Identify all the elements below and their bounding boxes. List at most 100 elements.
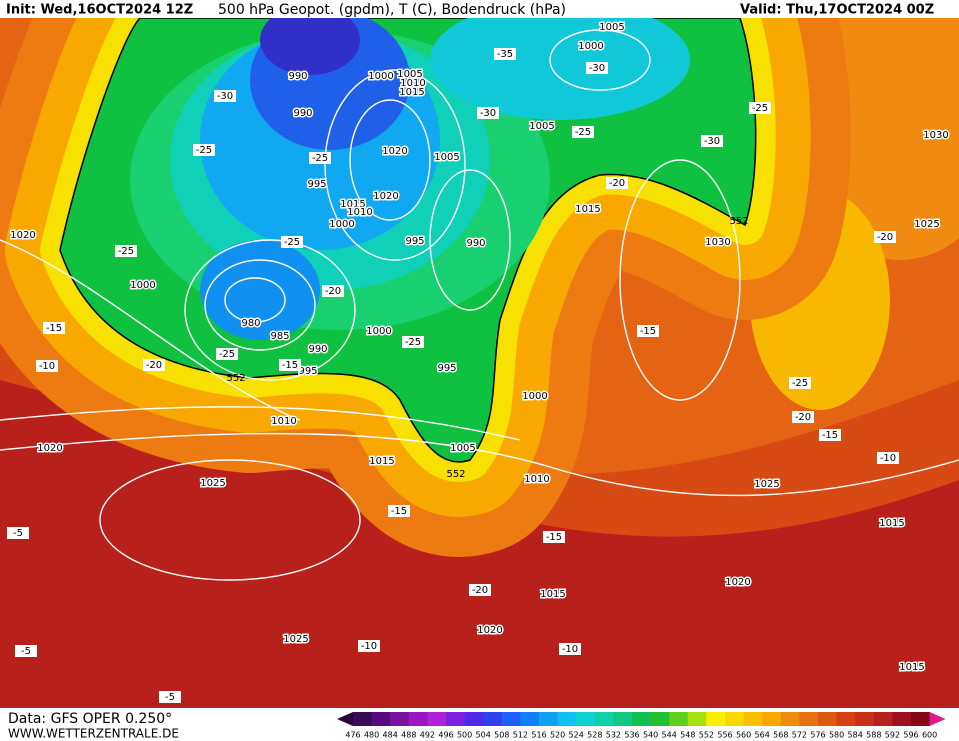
colorbar-label: 504: [476, 731, 491, 740]
isobar-label: 1005: [450, 443, 475, 454]
isobar-label: 1000: [368, 71, 393, 82]
colorbar-segment: [836, 712, 856, 726]
colorbar-arrow: [929, 712, 946, 726]
label-box: [281, 236, 303, 248]
colorbar-label: 544: [662, 731, 677, 740]
temperature-label: -10: [880, 453, 896, 464]
isobar-label: 995: [437, 363, 456, 374]
label-box: [43, 322, 65, 334]
isobar-label: 1000: [522, 391, 547, 402]
isobar-label: 1010: [271, 416, 296, 427]
temperature-label: -25: [405, 337, 421, 348]
colorbar-label: 576: [810, 731, 825, 740]
colorbar-segment: [632, 712, 652, 726]
colorbar-segment: [892, 712, 912, 726]
colorbar-label: 516: [531, 731, 546, 740]
temperature-label: -10: [562, 644, 578, 655]
colorbar-segment: [594, 712, 614, 726]
temperature-label: -30: [480, 108, 496, 119]
colorbar-segment: [669, 712, 689, 726]
colorbar-label: 528: [587, 731, 602, 740]
isobar-label: 1000: [130, 280, 155, 291]
colorbar-segment: [557, 712, 577, 726]
temperature-label: -25: [792, 378, 808, 389]
isobar-label: 1015: [575, 204, 600, 215]
label-box: [572, 126, 594, 138]
isobar-label: 1010: [400, 78, 425, 89]
colorbar-segment: [650, 712, 670, 726]
temperature-label: -5: [165, 692, 175, 703]
colorbar-segment: [706, 712, 726, 726]
label-box: [7, 527, 29, 539]
isobar-label: 1000: [329, 219, 354, 230]
isobar-label: 1000: [578, 41, 603, 52]
colorbar-segment: [390, 712, 410, 726]
temperature-label: -30: [589, 63, 605, 74]
temperature-label: -25: [312, 153, 328, 164]
temperature-label: -25: [219, 349, 235, 360]
isobar-label: 1015: [899, 662, 924, 673]
colorbar-label: 488: [401, 731, 416, 740]
label-box: [36, 360, 58, 372]
colorbar-segment: [780, 712, 800, 726]
colorbar-segment: [762, 712, 782, 726]
colorbar-label: 560: [736, 731, 751, 740]
colorbar-label: 588: [866, 731, 881, 740]
colorbar-label: 536: [624, 731, 639, 740]
colorbar-segment: [873, 712, 893, 726]
colorbar-segment: [408, 712, 428, 726]
valid-time: Valid: Thu,17OCT2024 00Z: [740, 3, 934, 18]
temperature-label: -20: [877, 232, 893, 243]
colorbar-segment: [539, 712, 559, 726]
temperature-label: -25: [196, 145, 212, 156]
map-title: 500 hPa Geopot. (gpdm), T (C), Bodendruc…: [218, 2, 566, 18]
isobar-label: 1015: [540, 589, 565, 600]
colorbar-segment: [799, 712, 819, 726]
temperature-label: -20: [795, 412, 811, 423]
isobar-label: 1005: [599, 22, 624, 33]
isobar-label: 990: [466, 238, 485, 249]
colorbar-segment: [855, 712, 875, 726]
colorbar-label: 584: [848, 731, 863, 740]
colorbar-segment: [353, 712, 373, 726]
init-time: Init: Wed,16OCT2024 12Z: [6, 3, 193, 18]
label-box: [469, 584, 491, 596]
isobar-label: 990: [293, 108, 312, 119]
colorbar-segment: [446, 712, 466, 726]
temperature-label: -20: [325, 286, 341, 297]
isobar-label: 990: [288, 71, 307, 82]
isobar-label: 1025: [283, 634, 308, 645]
temperature-label: -25: [284, 237, 300, 248]
colorbar-label: 600: [922, 731, 937, 740]
label-box: [402, 336, 424, 348]
label-box: [792, 411, 814, 423]
isobar-label: 1005: [434, 152, 459, 163]
temperature-label: -20: [146, 360, 162, 371]
colorbar-label: 532: [606, 731, 621, 740]
temperature-label: -15: [46, 323, 62, 334]
colorbar-label: 492: [420, 731, 435, 740]
colorbar-segment: [576, 712, 596, 726]
label-box: [322, 285, 344, 297]
colorbar-label: 556: [717, 731, 732, 740]
colorbar-segment: [613, 712, 633, 726]
colorbar-label: 568: [773, 731, 788, 740]
isobar-label: 1005: [529, 121, 554, 132]
isobar-label: 1025: [914, 219, 939, 230]
temperature-label: -5: [21, 646, 31, 657]
temperature-label: -25: [118, 246, 134, 257]
label-box: [874, 231, 896, 243]
colorbar-label: 552: [699, 731, 714, 740]
colorbar-label: 484: [383, 731, 398, 740]
label-box: [494, 48, 516, 60]
label-box: [388, 505, 410, 517]
website: WWW.WETTERZENTRALE.DE: [8, 727, 179, 741]
label-box: [819, 429, 841, 441]
temperature-label: -15: [640, 326, 656, 337]
colorbar-label: 580: [829, 731, 844, 740]
label-box: [877, 452, 899, 464]
isobar-label: 980: [241, 318, 260, 329]
label-box: [159, 691, 181, 703]
colorbar-segment: [483, 712, 503, 726]
